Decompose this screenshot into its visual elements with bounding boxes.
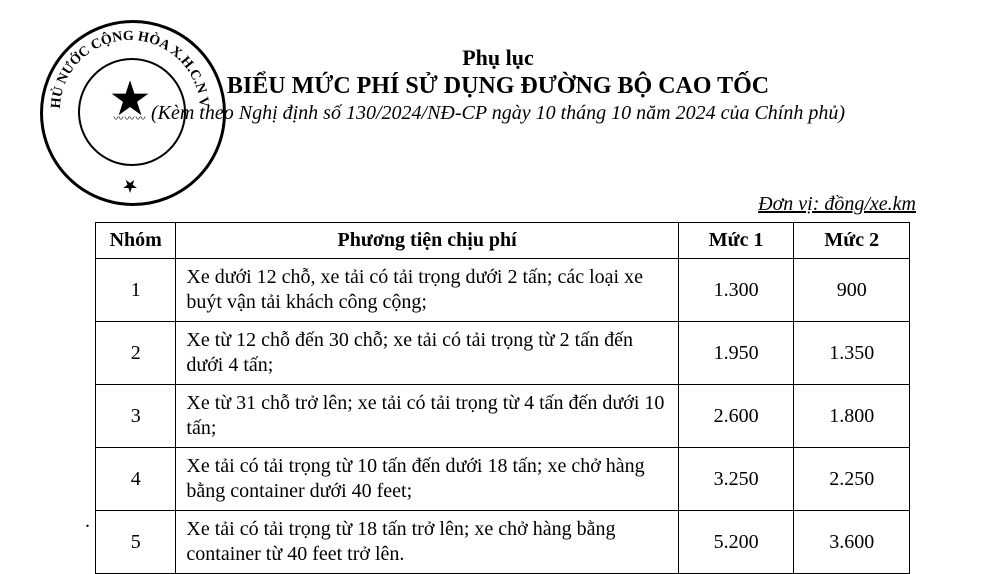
stray-dot: . — [85, 510, 90, 533]
cell-rate2: 3.600 — [794, 511, 910, 574]
svg-text:★: ★ — [122, 176, 138, 196]
cell-rate1: 2.600 — [678, 385, 794, 448]
cell-desc: Xe tải có tải trọng từ 10 tấn đến dưới 1… — [176, 448, 678, 511]
table-row: 1 Xe dưới 12 chỗ, xe tải có tải trọng dư… — [96, 259, 910, 322]
document-header: Phụ lục BIỂU MỨC PHÍ SỬ DỤNG ĐƯỜNG BỘ CA… — [0, 45, 996, 125]
unit-label: Đơn vị: đồng/xe.km — [758, 193, 916, 216]
cell-group: 5 — [96, 511, 176, 574]
cell-rate2: 1.350 — [794, 322, 910, 385]
cell-desc: Xe dưới 12 chỗ, xe tải có tải trọng dưới… — [176, 259, 678, 322]
col-header-rate1: Mức 1 — [678, 223, 794, 259]
cell-rate2: 900 — [794, 259, 910, 322]
cell-desc: Xe từ 12 chỗ đến 30 chỗ; xe tải có tải t… — [176, 322, 678, 385]
document-subtitle: (Kèm theo Nghị định số 130/2024/NĐ-CP ng… — [0, 102, 996, 125]
seal-bottom-star: ★ — [122, 176, 138, 196]
fee-table-wrap: Nhóm Phương tiện chịu phí Mức 1 Mức 2 1 … — [95, 222, 910, 574]
col-header-rate2: Mức 2 — [794, 223, 910, 259]
cell-group: 2 — [96, 322, 176, 385]
appendix-label: Phụ lục — [0, 45, 996, 71]
table-row: 4 Xe tải có tải trọng từ 10 tấn đến dưới… — [96, 448, 910, 511]
table-header-row: Nhóm Phương tiện chịu phí Mức 1 Mức 2 — [96, 223, 910, 259]
cell-desc: Xe từ 31 chỗ trở lên; xe tải có tải trọn… — [176, 385, 678, 448]
fee-table: Nhóm Phương tiện chịu phí Mức 1 Mức 2 1 … — [95, 222, 910, 574]
cell-rate2: 2.250 — [794, 448, 910, 511]
col-header-group: Nhóm — [96, 223, 176, 259]
cell-rate1: 1.300 — [678, 259, 794, 322]
cell-rate1: 3.250 — [678, 448, 794, 511]
cell-rate2: 1.800 — [794, 385, 910, 448]
cell-group: 4 — [96, 448, 176, 511]
col-header-desc: Phương tiện chịu phí — [176, 223, 678, 259]
table-row: 3 Xe từ 31 chỗ trở lên; xe tải có tải tr… — [96, 385, 910, 448]
cell-desc: Xe tải có tải trọng từ 18 tấn trở lên; x… — [176, 511, 678, 574]
page: CHÍNH PHỦ NƯỚC CỘNG HÒA X.H.C.N VIỆT NAM… — [0, 0, 996, 561]
document-title: BIỂU MỨC PHÍ SỬ DỤNG ĐƯỜNG BỘ CAO TỐC — [0, 73, 996, 100]
cell-group: 3 — [96, 385, 176, 448]
table-row: 2 Xe từ 12 chỗ đến 30 chỗ; xe tải có tải… — [96, 322, 910, 385]
cell-rate1: 1.950 — [678, 322, 794, 385]
cell-rate1: 5.200 — [678, 511, 794, 574]
cell-group: 1 — [96, 259, 176, 322]
table-row: 5 Xe tải có tải trọng từ 18 tấn trở lên;… — [96, 511, 910, 574]
